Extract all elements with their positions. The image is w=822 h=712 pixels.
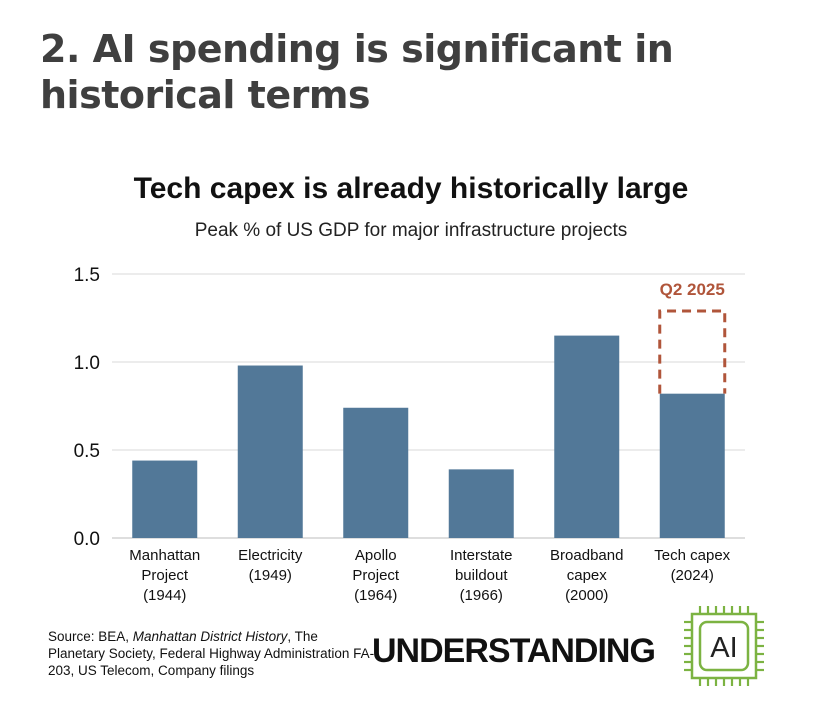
x-tick-label: Tech capex (2024): [654, 547, 730, 584]
bar: [448, 469, 514, 538]
x-tick-label-line: Broadband: [550, 547, 623, 564]
source-italic: Manhattan District History: [132, 629, 288, 644]
bar: [237, 365, 303, 538]
bar: [659, 393, 725, 538]
bar: [343, 407, 409, 538]
x-tick-label: Broadband capex (2000): [550, 547, 623, 604]
y-tick-label: 0.0: [74, 529, 100, 550]
x-tick-label-line: capex: [567, 567, 608, 584]
x-tick-label-line: (1964): [354, 587, 397, 604]
bar: [132, 460, 198, 538]
chart-title: Tech capex is already historically large: [133, 172, 689, 205]
annotation-label: Q2 2025: [660, 280, 725, 299]
x-tick-label: Interstate buildout (1966): [450, 547, 513, 604]
x-tick-label: Manhattan Project (1944): [129, 547, 200, 604]
x-tick-label-line: Apollo: [355, 547, 397, 564]
x-tick-label: Electricity (1949): [238, 547, 303, 584]
x-tick-label-line: Project: [352, 567, 400, 584]
x-tick-label-line: Electricity: [238, 547, 303, 564]
x-tick-label-line: (2000): [565, 587, 608, 604]
x-tick-label-line: Interstate: [450, 547, 513, 564]
x-tick-label-line: Project: [141, 567, 189, 584]
x-tick-label-line: (1966): [460, 587, 503, 604]
y-tick-label: 1.5: [74, 265, 100, 286]
x-tick-label-line: Tech capex: [654, 547, 730, 564]
x-tick-label-line: Manhattan: [129, 547, 200, 564]
source-note: Source: BEA, Manhattan District History,…: [48, 628, 378, 679]
y-tick-label: 1.0: [74, 353, 100, 374]
x-tick-label-line: (1949): [249, 567, 292, 584]
x-tick-label-line: (1944): [143, 587, 186, 604]
projection-box: [658, 309, 727, 394]
source-prefix: Source: BEA,: [48, 629, 133, 644]
logo-text: AI: [710, 632, 737, 664]
y-tick-label: 0.5: [74, 441, 100, 462]
chip-logo-icon: AI: [684, 606, 764, 686]
x-tick-label: Apollo Project (1964): [352, 547, 400, 604]
chart-subtitle: Peak % of US GDP for major infrastructur…: [194, 220, 628, 241]
bar: [554, 335, 620, 538]
source-rest: , The Planetary Society, Federal Highway…: [48, 629, 375, 678]
brand-wordmark: UNDERSTANDING: [372, 632, 656, 670]
x-tick-label-line: (2024): [671, 567, 714, 584]
page-heading: 2. AI spending is significant in histori…: [40, 27, 674, 117]
x-tick-label-line: buildout: [455, 567, 508, 584]
